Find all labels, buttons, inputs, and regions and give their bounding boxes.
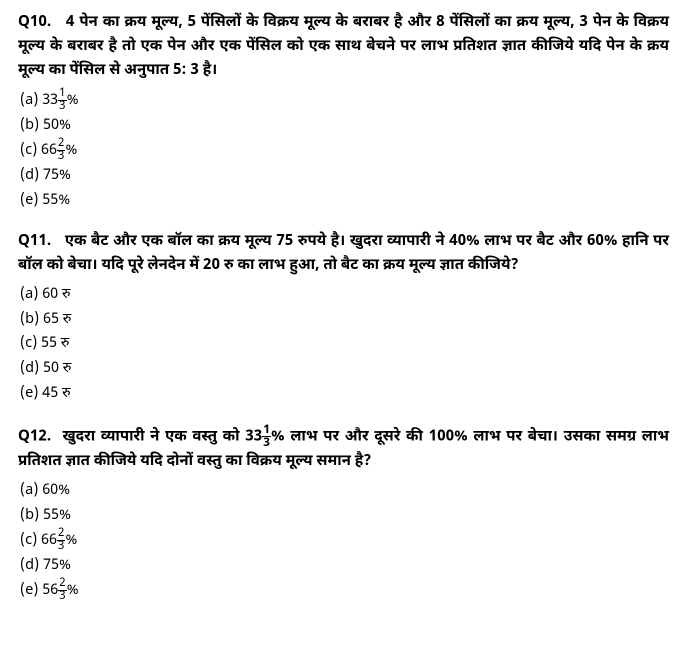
question-10-text: Q10. 4 पेन का क्रय मूल्य, 5 पेंसिलों के …: [18, 12, 669, 84]
fraction: 23: [58, 578, 66, 602]
option-b: (b) 65 रु: [18, 308, 669, 333]
fraction: 13: [58, 88, 66, 112]
option-c: (c) 6623%: [18, 528, 669, 554]
option-a: (a) 60 रु: [18, 283, 669, 308]
option-b: (b) 55%: [18, 504, 669, 529]
question-body: 4 पेन का क्रय मूल्य, 5 पेंसिलों के विक्र…: [18, 14, 669, 81]
option-e: (e) 5623%: [18, 578, 669, 604]
question-12: Q12. खुदरा व्यापारी ने एक वस्तु को 3313%…: [18, 424, 669, 604]
question-number: Q10.: [18, 14, 51, 33]
option-d: (d) 75%: [18, 164, 669, 189]
option-a: (a) 3313%: [18, 88, 669, 114]
question-10: Q10. 4 पेन का क्रय मूल्य, 5 पेंसिलों के …: [18, 12, 669, 213]
option-e: (e) 45 रु: [18, 382, 669, 407]
options-q10: (a) 3313% (b) 50% (c) 6623% (d) 75% (e) …: [18, 88, 669, 213]
option-c: (c) 6623%: [18, 138, 669, 164]
options-q11: (a) 60 रु (b) 65 रु (c) 55 रु (d) 50 रु …: [18, 283, 669, 406]
question-number: Q11.: [18, 233, 51, 252]
option-e: (e) 55%: [18, 189, 669, 214]
question-12-text: Q12. खुदरा व्यापारी ने एक वस्तु को 3313%…: [18, 424, 669, 475]
options-q12: (a) 60% (b) 55% (c) 6623% (d) 75% (e) 56…: [18, 479, 669, 604]
question-11-text: Q11. एक बैट और एक बॉल का क्रय मूल्य 75 र…: [18, 231, 669, 279]
fraction: 13: [262, 424, 271, 449]
option-d: (d) 50 रु: [18, 357, 669, 382]
question-body: एक बैट और एक बॉल का क्रय मूल्य 75 रुपये …: [18, 233, 669, 276]
option-b: (b) 50%: [18, 114, 669, 139]
question-11: Q11. एक बैट और एक बॉल का क्रय मूल्य 75 र…: [18, 231, 669, 406]
question-body-a: खुदरा व्यापारी ने एक वस्तु को 33: [63, 429, 263, 448]
question-number: Q12.: [18, 429, 51, 448]
option-d: (d) 75%: [18, 554, 669, 579]
option-a: (a) 60%: [18, 479, 669, 504]
option-c: (c) 55 रु: [18, 332, 669, 357]
